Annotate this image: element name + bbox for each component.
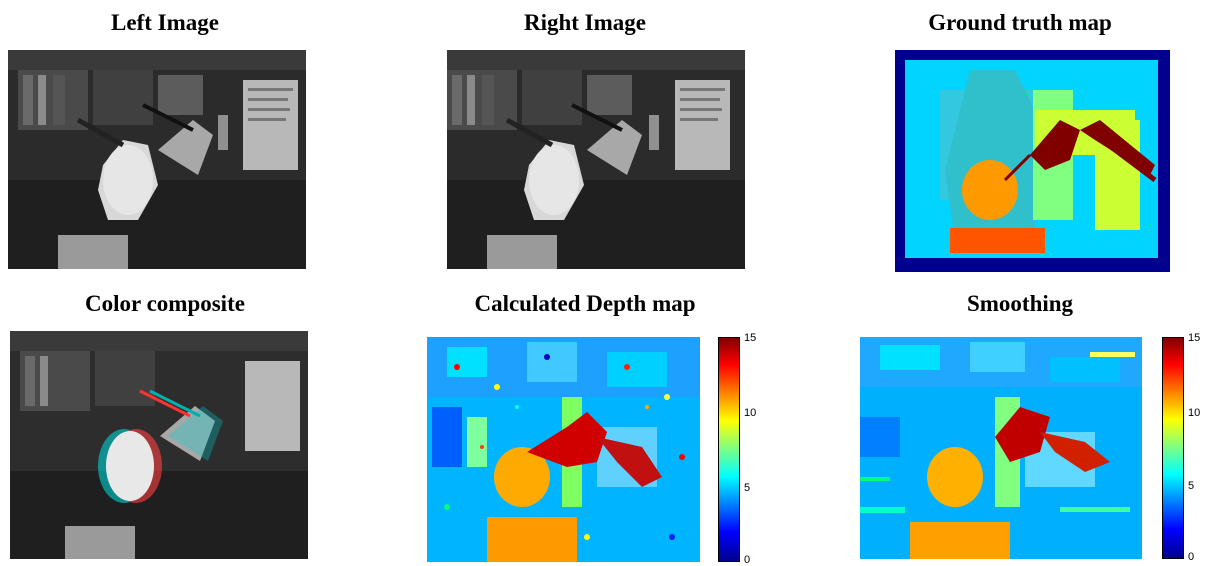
smoothing-colorbar-tick-10: 10 bbox=[1188, 407, 1201, 419]
left-image bbox=[8, 50, 306, 269]
depth-colorbar-tick-5: 5 bbox=[744, 482, 751, 494]
panel-title-right-image: Right Image bbox=[523, 10, 647, 35]
depth-colorbar-tick-0: 0 bbox=[744, 554, 751, 566]
smoothing-depth-map bbox=[860, 337, 1142, 559]
color-composite bbox=[10, 331, 308, 559]
depth-colorbar bbox=[718, 337, 740, 562]
smoothing-colorbar-tick-15: 15 bbox=[1188, 332, 1201, 344]
panel-title-color-composite: Color composite bbox=[85, 291, 245, 316]
smoothing-colorbar-tick-0: 0 bbox=[1188, 551, 1195, 563]
right-image bbox=[447, 50, 745, 269]
panel-title-left-image: Left Image bbox=[111, 10, 219, 35]
smoothing-colorbar bbox=[1162, 337, 1184, 559]
panel-title-smoothing: Smoothing bbox=[966, 291, 1074, 316]
calculated-depth-map bbox=[427, 337, 700, 562]
smoothing-colorbar-tick-5: 5 bbox=[1188, 480, 1195, 492]
depth-colorbar-tick-15: 15 bbox=[744, 332, 757, 344]
ground-truth-map bbox=[895, 50, 1170, 272]
panel-title-calculated-depth: Calculated Depth map bbox=[474, 291, 696, 316]
depth-colorbar-tick-10: 10 bbox=[744, 407, 757, 419]
panel-title-ground-truth: Ground truth map bbox=[928, 10, 1112, 35]
